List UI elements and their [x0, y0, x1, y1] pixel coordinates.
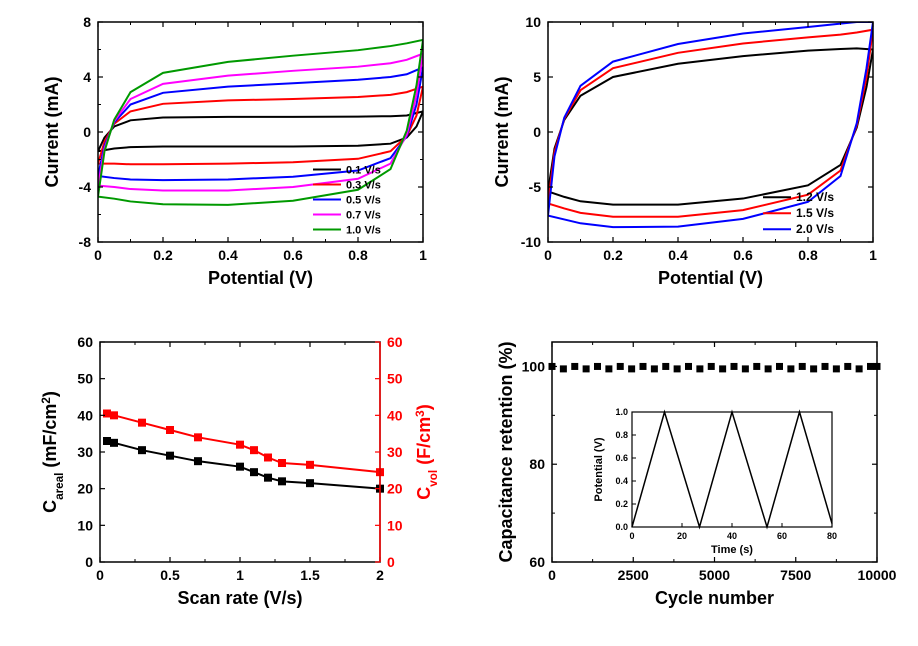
svg-text:Careal (mF/cm2): Careal (mF/cm2)	[40, 391, 66, 513]
svg-text:0.8: 0.8	[348, 247, 368, 263]
svg-text:Potential (V): Potential (V)	[208, 268, 313, 288]
svg-text:0.7 V/s: 0.7 V/s	[346, 210, 381, 222]
svg-text:Capacitance retention (%): Capacitance retention (%)	[496, 341, 516, 562]
svg-text:0: 0	[83, 124, 91, 140]
svg-text:0.0: 0.0	[615, 522, 628, 532]
svg-text:1.2 V/s: 1.2 V/s	[796, 190, 834, 204]
panel-c-capacitance-vs-scanrate: 00.511.5201020304050600102030405060Scan …	[30, 330, 450, 620]
svg-text:50: 50	[77, 371, 93, 387]
panel-b-cv-high-rates: 0 0.2 0.4 0.6 0.8 1 -10 -5 0 5 10 Potential (V) Curr…	[480, 10, 900, 300]
svg-text:1.0: 1.0	[615, 407, 628, 417]
svg-text:0.6: 0.6	[733, 247, 753, 263]
svg-text:0.1 V/s: 0.1 V/s	[346, 165, 381, 177]
svg-text:0: 0	[629, 531, 634, 541]
svg-text:Cvol (F/cm3): Cvol (F/cm3)	[414, 404, 440, 499]
svg-text:0.4: 0.4	[615, 476, 628, 486]
svg-text:30: 30	[387, 444, 403, 460]
svg-text:1.0 V/s: 1.0 V/s	[346, 225, 381, 237]
svg-text:1.5 V/s: 1.5 V/s	[796, 206, 834, 220]
svg-text:0.4: 0.4	[668, 247, 688, 263]
svg-text:10000: 10000	[858, 567, 897, 583]
svg-text:100: 100	[522, 358, 546, 374]
svg-text:-8: -8	[79, 234, 92, 250]
svg-text:Current (mA): Current (mA)	[492, 76, 512, 187]
svg-text:-5: -5	[529, 179, 542, 195]
svg-text:0.6: 0.6	[283, 247, 303, 263]
svg-text:40: 40	[387, 407, 403, 423]
svg-text:2500: 2500	[618, 567, 649, 583]
svg-text:5: 5	[533, 69, 541, 85]
svg-text:8: 8	[83, 14, 91, 30]
svg-text:0.4: 0.4	[218, 247, 238, 263]
svg-text:0: 0	[387, 554, 395, 570]
svg-text:0.2: 0.2	[153, 247, 173, 263]
panel-a-cv-low-rates: 0 0.2 0.4 0.6 0.8 1 -8 -4 0 4 8 Potential (V) Curren…	[30, 10, 450, 300]
svg-text:Time (s): Time (s)	[711, 544, 753, 556]
panel-d-cycling-retention: 0 2500 5000 7500 10000 60 80 100 Cycle number Cap…	[480, 330, 900, 620]
svg-text:1.5: 1.5	[300, 567, 320, 583]
svg-text:Potential (V): Potential (V)	[658, 268, 763, 288]
svg-text:Potential (V): Potential (V)	[593, 437, 605, 502]
svg-text:Cycle number: Cycle number	[655, 588, 774, 608]
svg-text:10: 10	[387, 517, 403, 533]
svg-text:0.5 V/s: 0.5 V/s	[346, 195, 381, 207]
svg-text:0.3 V/s: 0.3 V/s	[346, 180, 381, 192]
svg-text:5000: 5000	[699, 567, 730, 583]
svg-text:0: 0	[85, 554, 93, 570]
svg-text:40: 40	[77, 407, 93, 423]
svg-text:0.8: 0.8	[798, 247, 818, 263]
svg-text:-4: -4	[79, 179, 92, 195]
svg-text:-10: -10	[521, 234, 541, 250]
svg-text:80: 80	[529, 456, 545, 472]
svg-text:0: 0	[544, 247, 552, 263]
svg-text:0: 0	[94, 247, 102, 263]
figure-root: 0 0.2 0.4 0.6 0.8 1 -8 -4 0 4 8 Potential (V) Curren…	[0, 0, 918, 646]
svg-text:20: 20	[677, 531, 687, 541]
svg-text:0.6: 0.6	[615, 453, 628, 463]
svg-text:4: 4	[83, 69, 91, 85]
svg-text:Current (mA): Current (mA)	[42, 76, 62, 187]
svg-text:60: 60	[77, 334, 93, 350]
svg-text:7500: 7500	[780, 567, 811, 583]
svg-text:0.5: 0.5	[160, 567, 180, 583]
svg-text:10: 10	[77, 517, 93, 533]
svg-text:20: 20	[77, 481, 93, 497]
svg-text:2.0 V/s: 2.0 V/s	[796, 222, 834, 236]
svg-text:10: 10	[525, 14, 541, 30]
svg-text:0.8: 0.8	[615, 430, 628, 440]
svg-text:0: 0	[533, 124, 541, 140]
svg-text:50: 50	[387, 371, 403, 387]
svg-text:1: 1	[869, 247, 877, 263]
svg-text:0: 0	[548, 567, 556, 583]
svg-text:0: 0	[96, 567, 104, 583]
svg-text:60: 60	[529, 554, 545, 570]
svg-text:2: 2	[376, 567, 384, 583]
svg-text:80: 80	[827, 531, 837, 541]
svg-text:0.2: 0.2	[615, 499, 628, 509]
svg-text:60: 60	[777, 531, 787, 541]
svg-text:Scan rate (V/s): Scan rate (V/s)	[177, 588, 302, 608]
svg-text:1: 1	[236, 567, 244, 583]
svg-text:60: 60	[387, 334, 403, 350]
svg-text:40: 40	[727, 531, 737, 541]
svg-text:20: 20	[387, 481, 403, 497]
svg-text:1: 1	[419, 247, 427, 263]
svg-text:30: 30	[77, 444, 93, 460]
svg-text:0.2: 0.2	[603, 247, 623, 263]
